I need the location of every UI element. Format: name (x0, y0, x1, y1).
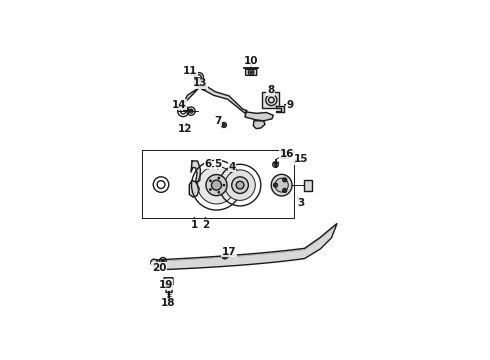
Circle shape (222, 184, 225, 186)
FancyBboxPatch shape (245, 69, 257, 75)
Text: 5: 5 (214, 159, 221, 169)
Polygon shape (245, 112, 273, 121)
Ellipse shape (275, 178, 288, 192)
Text: 18: 18 (161, 298, 175, 308)
Circle shape (218, 191, 220, 194)
Text: 12: 12 (177, 124, 192, 134)
Polygon shape (199, 84, 247, 114)
Circle shape (218, 177, 220, 179)
Text: 19: 19 (159, 280, 173, 290)
Polygon shape (276, 106, 284, 112)
Polygon shape (183, 87, 199, 110)
Circle shape (209, 179, 212, 182)
Text: 3: 3 (297, 198, 305, 208)
Text: 8: 8 (267, 85, 274, 95)
Circle shape (197, 166, 235, 204)
Circle shape (284, 190, 286, 191)
Circle shape (161, 259, 165, 262)
Text: 20: 20 (152, 263, 166, 273)
Polygon shape (191, 161, 200, 182)
Circle shape (275, 184, 276, 186)
Circle shape (212, 180, 221, 190)
Text: 7: 7 (214, 116, 221, 126)
Text: 14: 14 (172, 100, 186, 110)
Polygon shape (189, 180, 199, 197)
Bar (262, 92, 279, 108)
Text: 2: 2 (202, 220, 209, 230)
Text: 17: 17 (221, 247, 236, 257)
Circle shape (206, 175, 227, 196)
Circle shape (151, 259, 157, 266)
Circle shape (222, 123, 225, 126)
Polygon shape (253, 121, 265, 129)
Text: 13: 13 (193, 78, 207, 89)
FancyBboxPatch shape (166, 287, 172, 292)
Circle shape (232, 177, 248, 193)
Circle shape (225, 170, 255, 201)
Text: 9: 9 (286, 100, 294, 110)
Circle shape (223, 255, 226, 257)
Bar (304, 180, 312, 191)
Circle shape (202, 86, 205, 89)
Text: 6: 6 (204, 159, 212, 169)
Ellipse shape (271, 174, 292, 196)
Text: 1: 1 (191, 220, 198, 230)
Circle shape (236, 181, 244, 189)
Polygon shape (154, 223, 337, 270)
Circle shape (250, 71, 252, 74)
Circle shape (274, 163, 277, 166)
Circle shape (283, 153, 286, 156)
Circle shape (209, 188, 212, 191)
FancyBboxPatch shape (164, 278, 173, 285)
Text: 16: 16 (280, 149, 294, 159)
Text: 4: 4 (228, 162, 235, 172)
Circle shape (284, 179, 286, 181)
Text: 10: 10 (244, 56, 258, 66)
Text: 15: 15 (294, 154, 308, 164)
Text: 11: 11 (183, 67, 197, 76)
